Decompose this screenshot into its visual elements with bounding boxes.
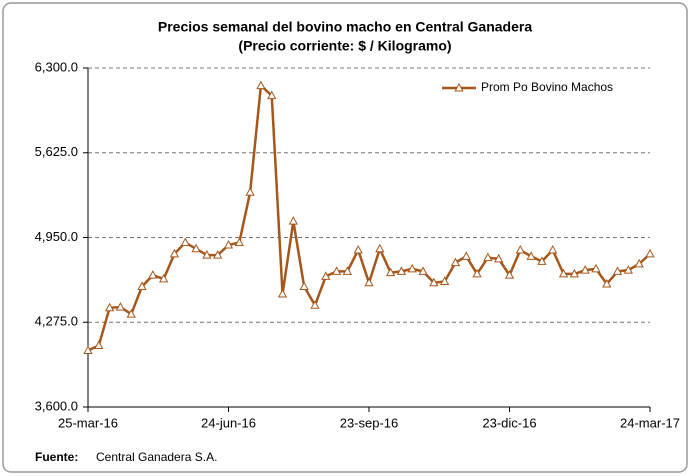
point (104, 302, 115, 312)
point (440, 276, 450, 285)
point (342, 266, 353, 275)
legend-label: Prom Po Bovino Machos (481, 80, 613, 94)
point (267, 90, 277, 100)
point (569, 268, 579, 278)
point (169, 248, 180, 258)
point (375, 243, 385, 253)
point (353, 245, 363, 254)
point (396, 266, 407, 275)
point (645, 248, 655, 258)
point (472, 268, 482, 278)
x-tick-label: 24-jun-16 (201, 415, 256, 430)
chart-title: Precios semanal del bovino macho en Cent… (158, 19, 532, 35)
point (126, 309, 136, 318)
point (321, 271, 331, 280)
point (623, 265, 634, 274)
point (137, 281, 147, 290)
point (634, 258, 644, 268)
y-tick-label: 3,600.0 (35, 398, 78, 413)
point (612, 266, 623, 275)
x-tick-label: 24-mar-17 (620, 415, 680, 430)
point (483, 252, 493, 262)
point (558, 268, 569, 278)
point (213, 250, 223, 259)
point (202, 250, 212, 259)
point (429, 277, 439, 287)
point (364, 277, 374, 287)
point (159, 273, 169, 283)
point (331, 266, 342, 275)
point (385, 267, 396, 277)
point (450, 257, 461, 267)
point (180, 237, 190, 247)
point (537, 256, 547, 265)
point (234, 237, 244, 247)
x-tick-label: 25-mar-16 (58, 415, 118, 430)
point (526, 251, 536, 260)
point (299, 281, 309, 290)
y-tick-label: 6,300.0 (35, 59, 78, 74)
point (407, 263, 417, 273)
point (83, 345, 93, 354)
point (580, 265, 590, 274)
point (310, 300, 320, 309)
point (418, 266, 428, 275)
point (591, 263, 601, 273)
chart-subtitle: (Precio corriente: $ / Kilogramo) (238, 38, 451, 54)
y-tick-label: 5,625.0 (35, 144, 78, 159)
legend-marker (454, 82, 464, 92)
x-tick-label: 23-sep-16 (340, 415, 399, 430)
point (245, 187, 255, 196)
y-tick-label: 4,950.0 (35, 229, 78, 244)
point (548, 245, 558, 254)
point (288, 216, 298, 225)
point (461, 251, 471, 260)
point (277, 288, 288, 298)
point (256, 80, 266, 90)
y-tick-label: 4,275.0 (35, 314, 78, 329)
x-tick-label: 23-dic-16 (482, 415, 536, 430)
point (115, 302, 126, 311)
point (504, 270, 515, 279)
point (148, 270, 158, 279)
point (223, 239, 234, 249)
point (191, 243, 201, 253)
point (515, 245, 525, 254)
source-label: Fuente: (35, 450, 78, 464)
point (602, 278, 612, 288)
point (94, 340, 104, 349)
source: Central Ganadera S.A. (96, 450, 217, 464)
point (494, 253, 504, 263)
